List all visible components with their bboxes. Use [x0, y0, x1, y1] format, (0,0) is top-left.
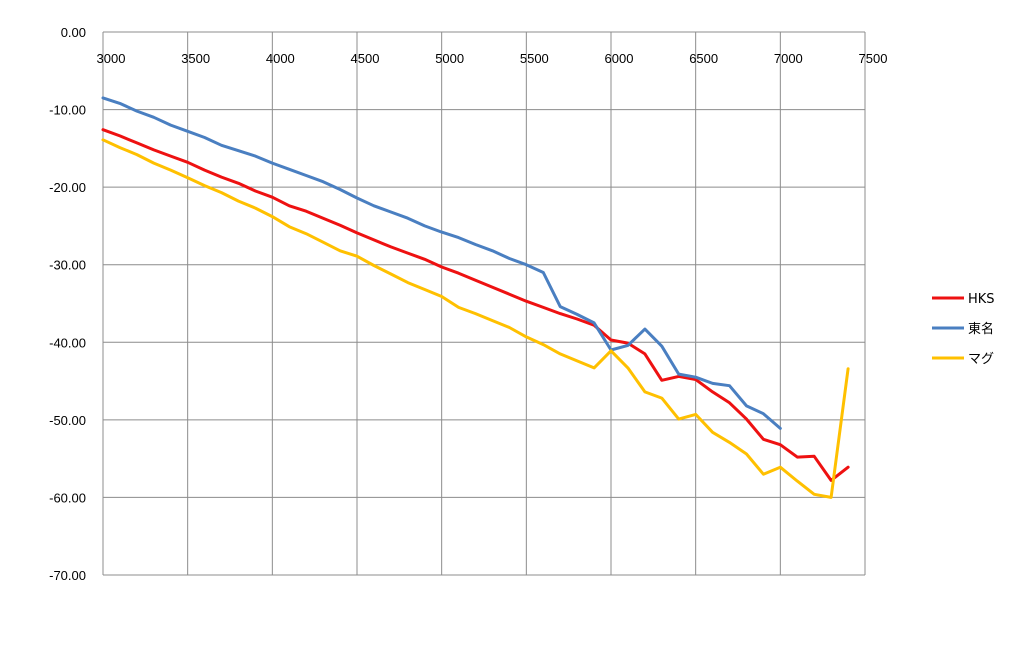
y-tick-label: -30.00 — [49, 258, 86, 273]
x-tick-label: 6000 — [605, 51, 634, 66]
series-line-3 — [101, 138, 850, 499]
x-tick-label: 4000 — [266, 51, 295, 66]
gridlines — [102, 31, 866, 576]
x-tick-label: 7500 — [859, 51, 888, 66]
y-tick-label: -20.00 — [49, 180, 86, 195]
legend-label: HKS — [968, 292, 995, 307]
x-tick-label: 5000 — [435, 51, 464, 66]
y-axis-tick-labels: 0.00 -10.00 -20.00 -30.00 -40.00 -50.00 -60.00… — [49, 25, 86, 583]
legend-label: 東名 — [968, 321, 994, 337]
x-tick-label: 3500 — [181, 51, 210, 66]
series-lines — [101, 96, 850, 499]
x-tick-label: 3000 — [97, 51, 126, 66]
y-tick-label: -70.00 — [49, 568, 86, 583]
x-tick-label: 5500 — [520, 51, 549, 66]
y-tick-label: -40.00 — [49, 335, 86, 350]
series-line-1 — [101, 128, 850, 482]
y-tick-label: -10.00 — [49, 103, 86, 118]
x-tick-label: 4500 — [351, 51, 380, 66]
y-tick-label: -50.00 — [49, 413, 86, 428]
series-line-2 — [101, 96, 782, 430]
y-tick-label: -60.00 — [49, 490, 86, 505]
y-tick-label: 0.00 — [61, 25, 86, 40]
x-tick-label: 7000 — [774, 51, 803, 66]
legend-label: マグ — [968, 352, 994, 367]
x-tick-label: 6500 — [689, 51, 718, 66]
x-axis-tick-labels: 3000 3500 4000 4500 5000 5500 6000 6500 7000 7500 — [97, 51, 888, 66]
